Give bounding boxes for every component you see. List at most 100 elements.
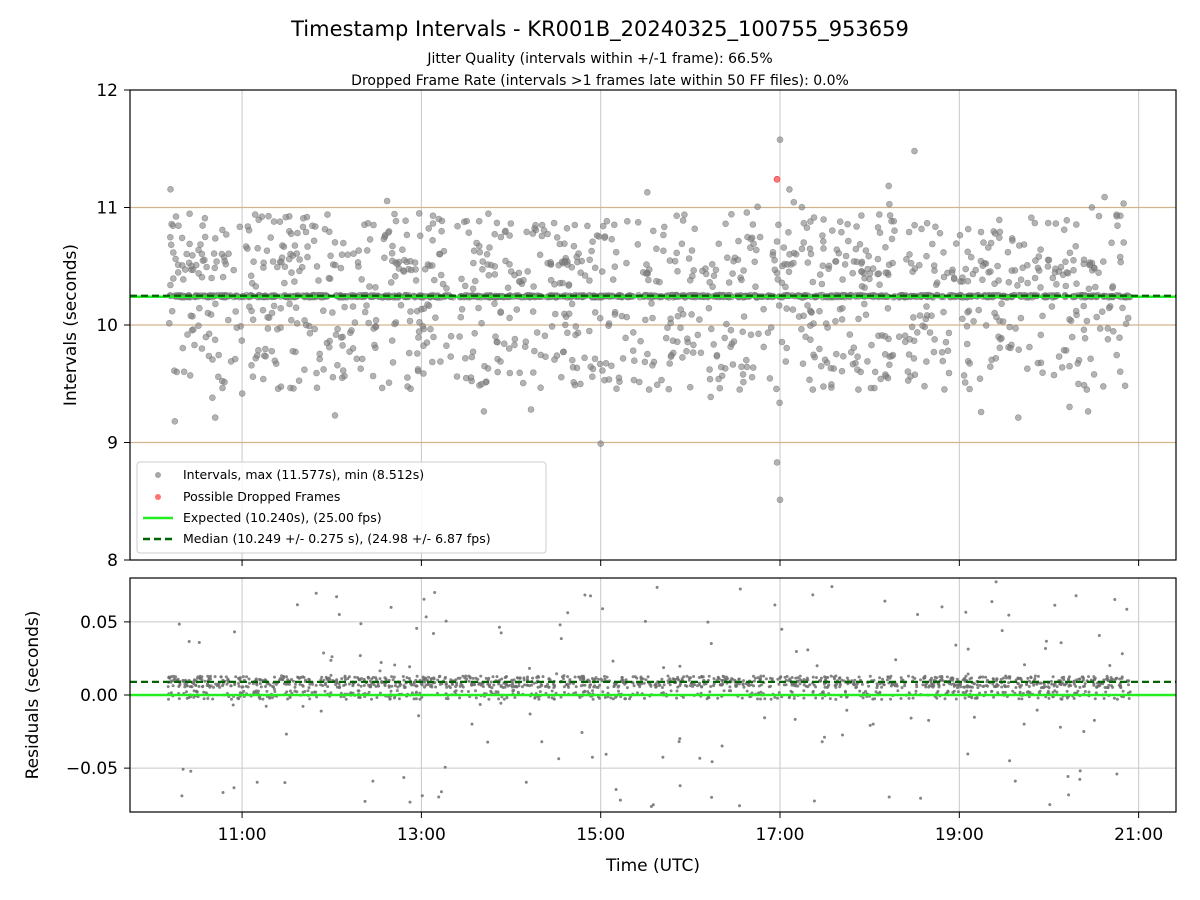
legend-label-expected: Expected (10.240s), (25.00 fps) [183, 510, 382, 525]
residual-point-outlier [738, 587, 742, 591]
residual-point [169, 680, 173, 684]
interval-point [188, 262, 195, 270]
residual-point [617, 689, 620, 693]
residual-point-outlier [709, 642, 713, 645]
interval-point [802, 333, 809, 341]
interval-point [677, 324, 684, 332]
residual-point [673, 678, 677, 681]
interval-point [603, 217, 611, 225]
interval-point [313, 263, 321, 270]
interval-point [862, 311, 870, 319]
residual-point [911, 675, 915, 679]
interval-point [511, 335, 519, 343]
residual-point-outlier [706, 620, 710, 624]
residual-point [547, 677, 551, 681]
interval-point [907, 373, 914, 380]
interval-point [888, 235, 896, 243]
residual-point [1017, 676, 1021, 680]
residual-point-outlier [187, 640, 191, 643]
residual-point-outlier [562, 674, 566, 678]
interval-point [1044, 263, 1052, 270]
residual-point [194, 683, 198, 687]
interval-point [679, 310, 687, 318]
residual-point [1036, 674, 1040, 678]
residual-point [492, 683, 496, 687]
residual-point [861, 696, 865, 700]
residual-point [369, 685, 373, 689]
interval-point [641, 316, 649, 324]
residual-point [976, 686, 980, 690]
residual-point-outlier [1059, 641, 1063, 645]
interval-point [475, 304, 482, 312]
interval-point [494, 338, 501, 346]
interval-point [740, 313, 748, 320]
interval-point [389, 242, 396, 250]
residual-point [324, 681, 328, 685]
residual-point [323, 689, 327, 693]
residual-point [1111, 685, 1115, 689]
residuals-x-tick-label: 17:00 [756, 825, 805, 845]
residual-point [1011, 689, 1015, 693]
residual-point-outlier [1023, 663, 1026, 667]
interval-point [931, 336, 938, 343]
residual-point [204, 691, 208, 695]
residual-point [206, 697, 210, 700]
residual-point-outlier [601, 607, 605, 611]
residual-point-outlier [295, 603, 299, 607]
interval-point [389, 359, 397, 366]
residual-point [653, 683, 657, 687]
intervals-y-tick-label: 9 [107, 434, 118, 454]
residual-point [794, 676, 798, 680]
interval-point [227, 358, 235, 365]
residual-point [589, 683, 593, 687]
residual-point [609, 696, 613, 700]
interval-point [262, 345, 269, 353]
interval-point [854, 353, 861, 361]
interval-point [903, 255, 910, 263]
interval-point [667, 353, 675, 361]
interval-point [387, 279, 395, 286]
interval-point [484, 261, 492, 268]
interval-point [1015, 346, 1023, 354]
residual-point [790, 683, 794, 687]
residual-point [750, 683, 753, 687]
residual-point [426, 683, 430, 687]
interval-point [1109, 283, 1117, 290]
interval-point [713, 351, 721, 359]
residual-point [895, 684, 899, 688]
residual-point-outlier [793, 717, 797, 721]
residual-point [712, 684, 715, 688]
interval-point [810, 351, 817, 359]
interval-point [167, 241, 175, 249]
interval-point [1096, 325, 1104, 332]
interval-point [881, 350, 889, 358]
interval-point [439, 280, 447, 288]
residual-point [533, 696, 537, 700]
interval-point [1037, 246, 1044, 253]
interval-point [291, 278, 298, 285]
residual-point-outlier [994, 580, 998, 584]
interval-point [416, 318, 423, 326]
residual-point [798, 678, 802, 682]
interval-point [673, 249, 681, 257]
residual-point [552, 683, 556, 687]
interval-point [778, 338, 786, 346]
residual-point [728, 685, 732, 689]
residual-point [598, 696, 601, 700]
residual-point [474, 696, 478, 700]
residual-point [334, 679, 338, 683]
residual-point [577, 675, 581, 679]
residual-point [573, 675, 577, 679]
residual-point [1035, 682, 1039, 686]
interval-point [688, 311, 695, 318]
interval-point [553, 234, 561, 241]
interval-point [428, 358, 436, 366]
residual-point [458, 684, 462, 688]
residual-point [511, 683, 515, 687]
interval-point [346, 348, 353, 356]
residual-point [992, 695, 996, 699]
residual-point-outlier [655, 585, 659, 589]
residual-point [358, 696, 362, 700]
interval-point [923, 312, 931, 319]
